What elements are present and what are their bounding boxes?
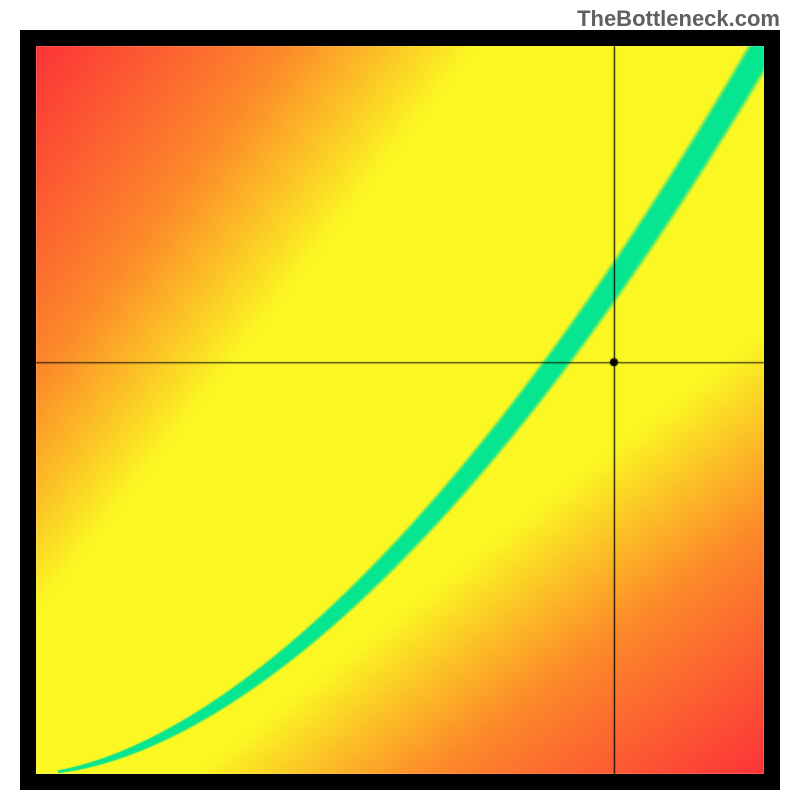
plot-frame	[20, 30, 780, 790]
heatmap-canvas	[20, 30, 780, 790]
chart-container: TheBottleneck.com	[0, 0, 800, 800]
attribution-text: TheBottleneck.com	[577, 6, 780, 32]
